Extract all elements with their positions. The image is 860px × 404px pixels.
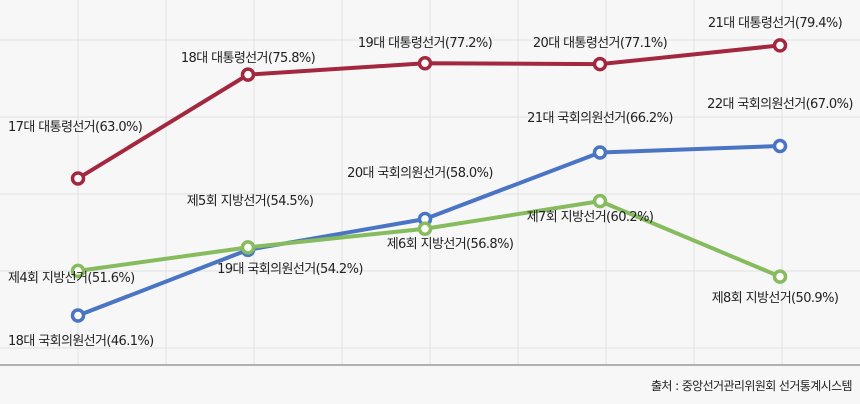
data-point — [772, 138, 788, 154]
data-label: 제5회 지방선거(54.5%) — [187, 194, 314, 209]
data-point — [240, 67, 256, 82]
data-labels: 17대 대통령선거(63.0%) 18대 대통령선거(75.8%) 19대 대통령선… — [8, 16, 853, 349]
data-point — [592, 145, 608, 160]
data-point — [592, 193, 608, 209]
data-point — [772, 269, 788, 284]
data-point — [240, 240, 256, 255]
series-lines — [70, 38, 788, 323]
data-label: 21대 대통령선거(79.4%) — [708, 16, 842, 31]
data-label: 제7회 지방선거(60.2%) — [527, 210, 654, 225]
data-label: 18대 국회의원선거(46.1%) — [8, 334, 154, 349]
data-label: 19대 대통령선거(77.2%) — [358, 36, 492, 51]
data-label: 제6회 지방선거(56.8%) — [387, 237, 514, 252]
data-label: 제8회 지방선거(50.9%) — [712, 291, 839, 306]
data-label: 19대 국회의원선거(54.2%) — [217, 262, 363, 277]
data-point — [592, 56, 608, 72]
source-note: 출처 : 중앙선거관리위원회 선거통계시스템 — [651, 379, 852, 393]
data-point — [70, 263, 86, 279]
data-label: 제4회 지방선거(51.6%) — [8, 271, 135, 286]
data-point — [70, 171, 86, 186]
data-label: 22대 국회의원선거(67.0%) — [707, 97, 853, 112]
data-point — [417, 221, 433, 236]
data-label: 17대 대통령선거(63.0%) — [8, 120, 142, 135]
data-point — [70, 308, 86, 323]
data-label: 20대 대통령선거(77.1%) — [533, 36, 667, 51]
data-label: 18대 대통령선거(75.8%) — [181, 51, 315, 66]
data-point — [772, 38, 788, 53]
data-point — [417, 56, 433, 71]
data-label: 20대 국회의원선거(58.0%) — [347, 166, 493, 181]
data-label: 21대 국회의원선거(66.2%) — [527, 111, 673, 126]
grid — [0, 0, 860, 365]
